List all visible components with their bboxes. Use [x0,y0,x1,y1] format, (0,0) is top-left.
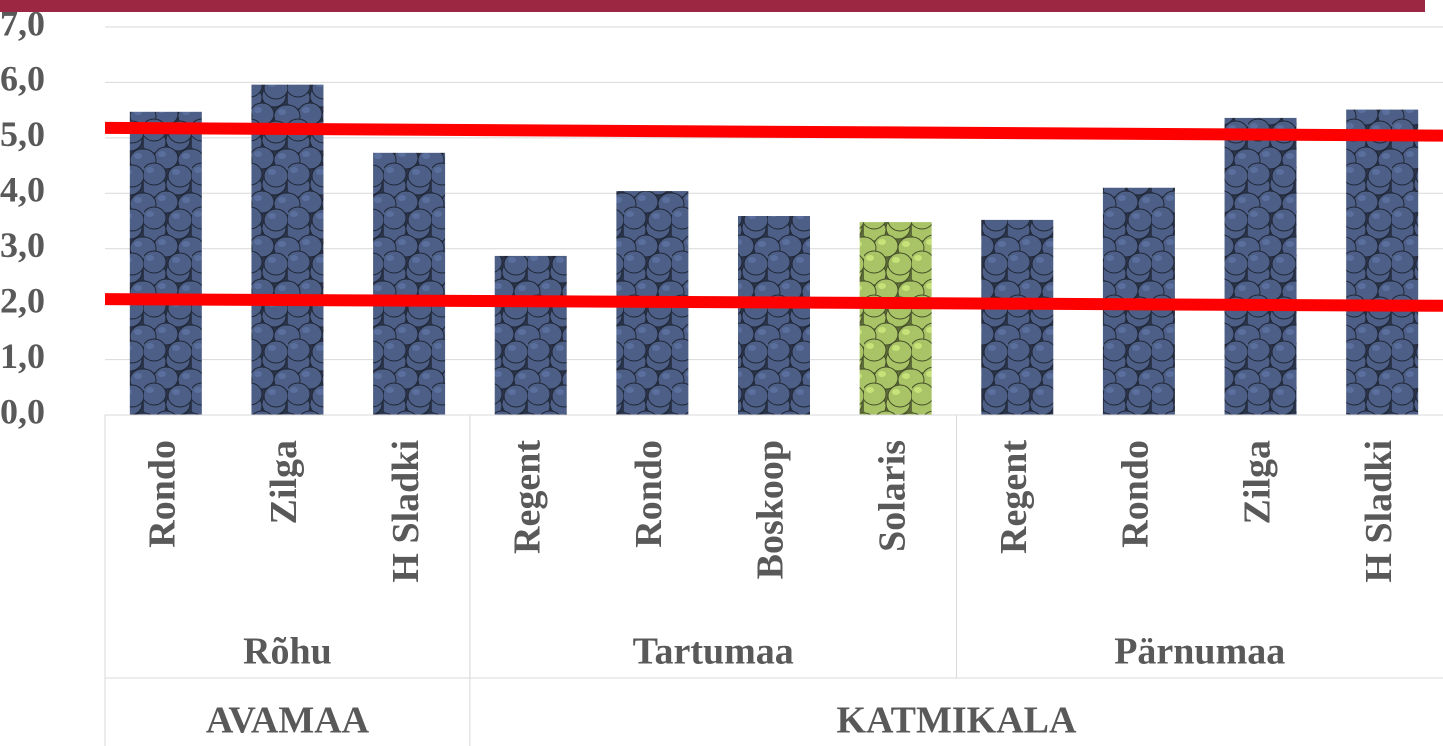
y-tick-label: 4,0 [0,170,45,210]
y-tick-label: 6,0 [0,59,45,99]
x-tick-label: Solaris [871,440,913,552]
bar [859,222,932,415]
supergroup-label: AVAMAA [206,700,370,742]
x-tick-label: Regent [506,440,548,554]
x-tick-label: Regent [993,440,1035,554]
bar [981,219,1054,415]
x-tick-label: Rondo [142,440,184,548]
bar [1346,109,1419,416]
x-tick-label: Zilga [263,440,305,524]
bar [1224,117,1297,415]
y-tick-label: 7,0 [0,3,45,43]
y-tick-label: 0,0 [0,391,45,431]
x-tick-label: Boskoop [750,440,792,579]
x-tick-label: Rondo [1115,440,1157,548]
bar [494,255,567,415]
y-tick-label: 2,0 [0,280,45,320]
x-tick-label: Rondo [628,440,670,548]
y-tick-label: 5,0 [0,114,45,154]
x-tick-label: H Sladki [1358,440,1400,583]
bar [251,84,324,415]
bar [129,111,202,415]
supergroup-label: KATMIKALA [836,700,1077,742]
y-tick-label: 3,0 [0,225,45,265]
group-label: Tartumaa [633,631,794,673]
x-tick-label: H Sladki [385,440,427,583]
group-label: Rõhu [243,631,332,673]
y-tick-label: 1,0 [0,336,45,376]
bar [373,152,446,415]
x-tick-label: Zilga [1236,440,1278,524]
reference-line [104,293,1443,312]
bar [738,216,810,415]
group-label: Pärnumaa [1114,631,1285,673]
header-bar [0,0,1425,12]
reference-line [104,121,1443,142]
